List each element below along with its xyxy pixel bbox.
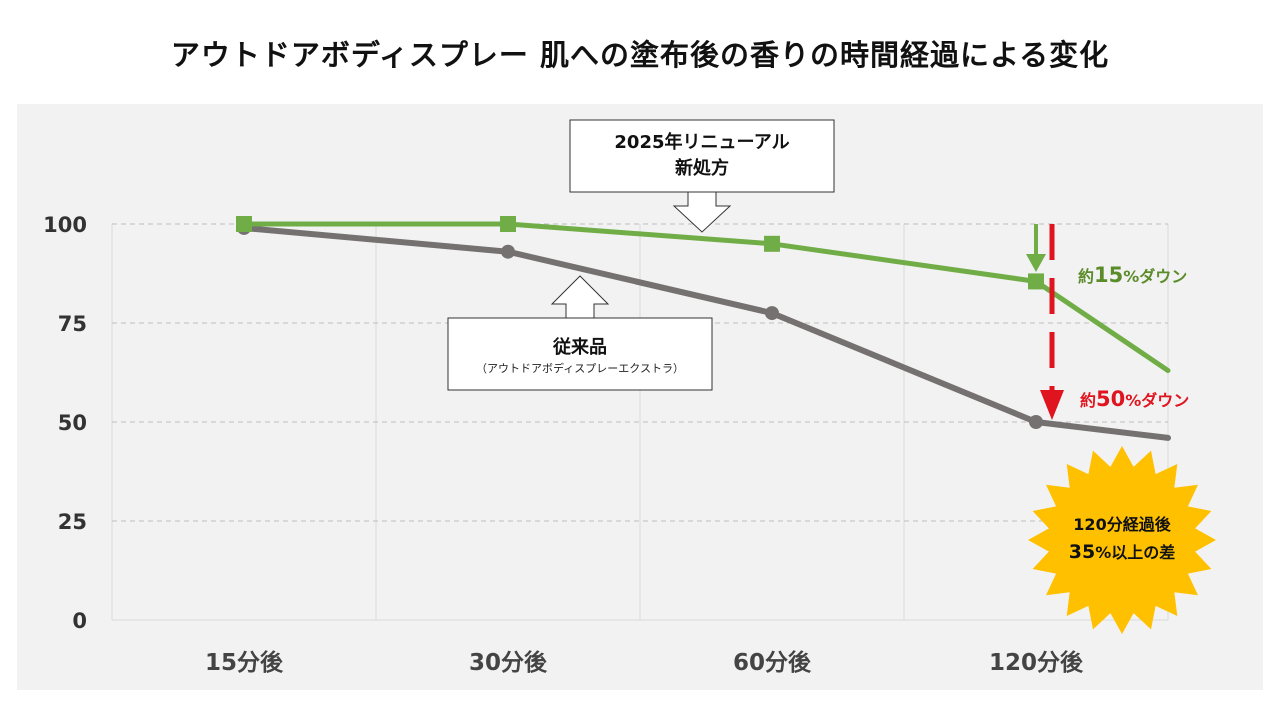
green-annotation: 約15%ダウン <box>1078 263 1187 287</box>
red-arrow-head <box>1040 390 1064 420</box>
x-tick-label: 60分後 <box>733 649 812 676</box>
series-point-square <box>764 235 780 252</box>
chart-title: アウトドアボディスプレー 肌への塗布後の香りの時間経過による変化 <box>170 38 1110 72</box>
green-annotation-suffix: %ダウン <box>1123 267 1187 286</box>
conventional-sublabel: （アウトドアボディスプレーエクストラ） <box>476 361 684 375</box>
y-tick-label: 25 <box>58 510 87 534</box>
series-point-circle <box>765 306 779 321</box>
series-point-square <box>500 216 516 232</box>
y-axis-ticks: 0 25 50 75 100 <box>43 213 87 633</box>
green-annotation-prefix: 約 <box>1078 267 1094 286</box>
red-down-arrow <box>1040 224 1064 420</box>
green-annotation-value: 15 <box>1094 263 1123 287</box>
x-tick-label: 15分後 <box>205 649 284 676</box>
series-point-square <box>236 216 252 232</box>
new-formula-label-line2: 新処方 <box>675 157 729 179</box>
series-point-circle <box>1029 415 1043 429</box>
series-point-square <box>1028 273 1044 290</box>
new-formula-label-line1: 2025年リニューアル <box>614 131 789 153</box>
x-tick-label: 30分後 <box>469 649 548 676</box>
conventional-callout-arrow <box>550 275 610 319</box>
x-axis-ticks: 15分後 30分後 60分後 120分後 <box>205 649 1084 676</box>
red-annotation-value: 50 <box>1096 387 1125 411</box>
y-tick-label: 0 <box>72 609 87 633</box>
y-tick-label: 50 <box>58 411 87 435</box>
y-tick-label: 100 <box>43 213 87 237</box>
starburst-value: 35 <box>1069 541 1095 563</box>
series-group <box>236 216 1171 441</box>
green-down-arrow <box>1026 224 1046 272</box>
new-formula-callout-arrow <box>672 191 732 233</box>
x-tick-label: 120分後 <box>989 649 1084 676</box>
difference-starburst: 120分経過後 35%以上の差 <box>1028 446 1216 634</box>
starburst-shape <box>1028 446 1216 634</box>
new-formula-callout: 2025年リニューアル 新処方 <box>569 119 835 233</box>
red-annotation: 約50%ダウン <box>1080 387 1189 411</box>
starburst-line2: 35%以上の差 <box>1069 541 1176 563</box>
red-annotation-suffix: %ダウン <box>1125 391 1189 410</box>
series-point-circle <box>501 244 515 259</box>
starburst-suffix: %以上の差 <box>1095 543 1175 562</box>
starburst-line1: 120分経過後 <box>1073 515 1171 534</box>
conventional-callout: 従来品 （アウトドアボディスプレーエクストラ） <box>447 275 713 391</box>
conventional-label: 従来品 <box>552 336 607 358</box>
green-arrow-head <box>1026 254 1046 272</box>
y-tick-label: 75 <box>58 312 87 336</box>
new-formula-callout-box <box>569 119 835 193</box>
red-annotation-prefix: 約 <box>1080 391 1096 410</box>
conventional-callout-box <box>447 317 713 391</box>
